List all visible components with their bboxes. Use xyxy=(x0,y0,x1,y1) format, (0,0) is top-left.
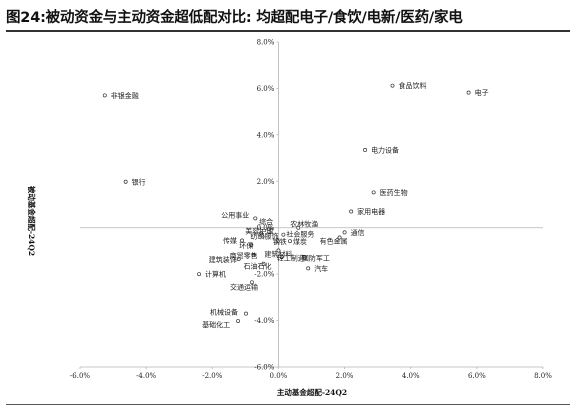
y-tick-label: 2.0% xyxy=(257,178,275,186)
data-point-label: 公用事业 xyxy=(221,210,249,219)
y-tick-label: 6.0% xyxy=(257,85,275,93)
x-tick-label: 2.0% xyxy=(336,372,354,380)
data-point xyxy=(279,254,284,259)
data-point xyxy=(371,190,376,195)
data-point-label: 机械设备 xyxy=(210,308,238,317)
data-point xyxy=(390,83,395,88)
data-point xyxy=(236,319,241,323)
y-tick-label: -4.0% xyxy=(254,317,274,325)
data-point xyxy=(102,93,107,98)
x-tick-label: 4.0% xyxy=(402,372,420,380)
data-point-label: 基础化工 xyxy=(202,320,230,329)
data-point xyxy=(288,239,292,244)
data-point xyxy=(296,225,301,230)
x-tick-label: -2.0% xyxy=(202,372,222,380)
data-point-label: 国防军工 xyxy=(302,253,330,262)
data-point-label: 食品饮料 xyxy=(399,81,427,90)
data-point xyxy=(123,179,128,184)
data-point-label: 轻工制造 xyxy=(277,254,305,263)
data-point-label: 传媒 xyxy=(223,236,237,245)
data-point-label: 纺织服饰 xyxy=(251,232,279,241)
data-point xyxy=(251,253,256,258)
data-point-label: 煤炭 xyxy=(293,237,307,246)
data-point xyxy=(281,232,286,237)
x-axis-title: 主动基金超配-24Q2 xyxy=(277,387,347,397)
bottom-rule xyxy=(6,404,570,405)
data-point-label: 商贸零售 xyxy=(230,251,258,260)
data-point-label: 建筑装饰 xyxy=(209,255,237,264)
figure-title: 图24:被动资金与主动资金超低配对比: 均超配电子/食饮/电新/医药/家电 xyxy=(6,10,463,26)
data-point xyxy=(240,238,244,243)
data-point-label: 建筑材料 xyxy=(264,249,292,258)
data-point-label: 家用电器 xyxy=(357,207,385,216)
data-point-label: 环保 xyxy=(239,241,253,250)
y-tick-label: 4.0% xyxy=(257,131,275,139)
data-point-label: 通信 xyxy=(351,228,365,237)
data-point xyxy=(363,147,368,152)
data-point xyxy=(306,266,311,271)
data-point-label: 有色金属 xyxy=(320,236,348,245)
x-tick-label: -4.0% xyxy=(136,372,156,380)
y-tick-label: 0.0% xyxy=(257,224,275,232)
data-point xyxy=(260,234,265,239)
x-tick-label: -6.0% xyxy=(70,372,90,380)
data-point xyxy=(250,280,254,285)
data-point-label: 农林牧渔 xyxy=(290,220,318,229)
data-point xyxy=(302,255,307,260)
data-point-label: 汽车 xyxy=(314,264,328,273)
data-point xyxy=(275,239,280,244)
data-point xyxy=(267,226,272,231)
title-underline xyxy=(6,30,570,32)
data-point-label: 银行 xyxy=(132,177,146,186)
data-point xyxy=(249,243,254,248)
data-point-label: 计算机 xyxy=(205,270,226,279)
data-point-label: 电子 xyxy=(475,88,489,97)
x-tick-label: 6.0% xyxy=(468,372,486,380)
y-tick-label: 8.0% xyxy=(257,39,275,47)
data-point-label: 石油石化 xyxy=(244,262,272,271)
y-tick-label: -6.0% xyxy=(254,364,274,372)
data-point-label: 社会服务 xyxy=(286,230,314,239)
data-point-label: 美容护理 xyxy=(245,227,273,236)
data-point xyxy=(236,257,241,262)
y-axis-title: 被动基金超配-24Q2 xyxy=(27,186,37,256)
y-tick-label: -2.0% xyxy=(254,271,274,279)
data-point-label: 交通运输 xyxy=(230,282,258,291)
x-tick-label: 8.0% xyxy=(534,372,552,380)
x-tick-label: 0.0% xyxy=(270,372,288,380)
data-point xyxy=(342,230,347,235)
data-point-label: 钢铁 xyxy=(273,237,287,246)
data-point xyxy=(337,235,342,240)
points-layer xyxy=(102,83,471,323)
data-point xyxy=(276,248,281,253)
data-point xyxy=(261,261,266,266)
data-point-label: 电力设备 xyxy=(371,145,399,154)
axes-layer: -6.0% -4.0% -2.0% 0.0% 2.0% 4.0% 6.0% 8.0% -6.0%… xyxy=(70,39,552,381)
data-point-label: 医药生物 xyxy=(380,188,408,197)
data-point xyxy=(253,216,258,221)
data-point xyxy=(197,272,202,277)
data-point xyxy=(466,90,471,95)
data-point-label: 综合 xyxy=(259,217,273,226)
data-point-label: 非银金融 xyxy=(111,91,139,100)
data-point xyxy=(244,311,248,316)
data-point xyxy=(349,209,354,214)
